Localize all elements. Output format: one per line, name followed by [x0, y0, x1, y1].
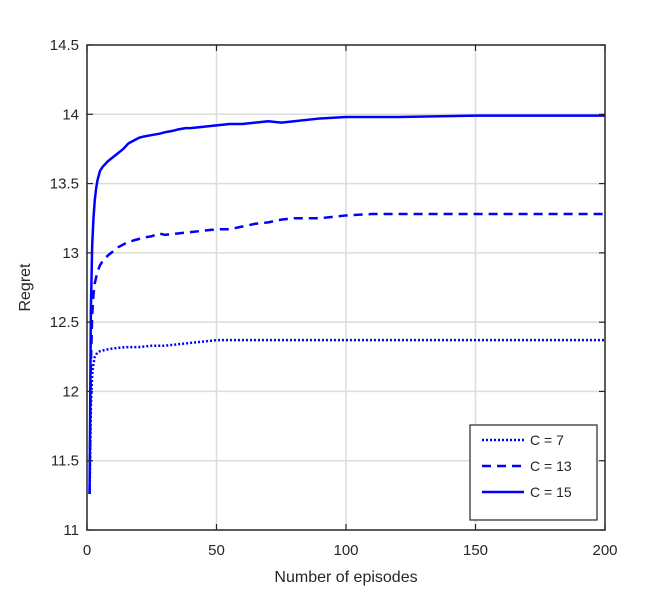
y-tick-label: 13.5 [50, 176, 79, 193]
axis-ticks: 0 50 100 150 200 11 11.5 12 12.5 13 13.5 14 14.5 [50, 37, 618, 559]
series-line-1 [88, 338, 605, 494]
x-tick-label: 100 [333, 542, 358, 559]
x-tick-label: 200 [592, 542, 617, 559]
y-axis-label: Regret [17, 263, 34, 312]
x-tick-label: 50 [208, 542, 225, 559]
y-tick-label: 12.5 [50, 314, 79, 331]
x-axis-label: Number of episodes [274, 569, 417, 586]
legend: C = 7 C = 13 C = 15 [469, 424, 598, 521]
y-tick-label: 11.5 [51, 453, 79, 470]
y-tick-label: 13 [62, 245, 79, 262]
y-tick-label: 14.5 [50, 37, 79, 54]
x-tick-label: 0 [83, 542, 91, 559]
legend-entry-label: C = 7 [530, 432, 564, 448]
legend-entry-label: C = 15 [530, 484, 572, 500]
series-line-3 [88, 114, 605, 494]
legend-entry-label: C = 13 [530, 458, 572, 474]
series-layer [88, 114, 605, 494]
x-tick-label: 150 [463, 542, 488, 559]
y-tick-label: 14 [62, 106, 79, 123]
y-tick-label: 11 [63, 522, 79, 539]
y-tick-label: 12 [62, 383, 79, 400]
